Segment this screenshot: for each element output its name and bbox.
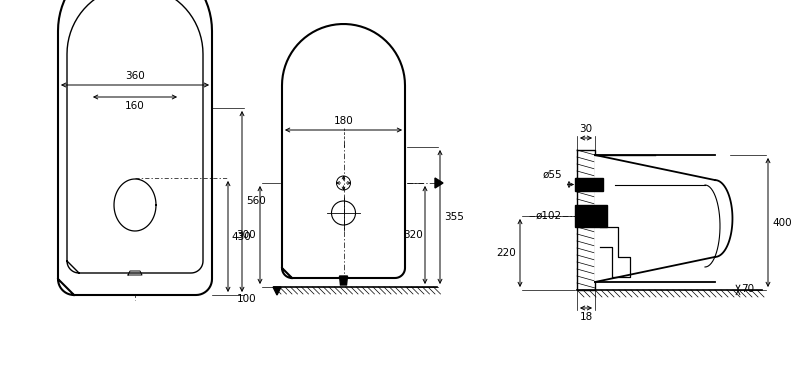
Text: 400: 400 [772,217,792,228]
Polygon shape [577,150,595,290]
Text: 18: 18 [579,312,593,322]
Polygon shape [435,178,443,188]
Text: 220: 220 [496,248,516,258]
Polygon shape [575,205,607,227]
Text: 560: 560 [246,197,266,206]
Text: 300: 300 [236,230,256,240]
Text: 30: 30 [579,124,593,134]
Text: 100: 100 [236,294,256,304]
Polygon shape [339,276,347,285]
Polygon shape [595,155,733,282]
Polygon shape [273,287,281,295]
Text: 430: 430 [231,231,250,242]
Polygon shape [575,178,603,191]
Text: 355: 355 [444,212,464,222]
Text: ø55: ø55 [542,169,562,180]
Polygon shape [58,0,212,295]
Text: 320: 320 [403,230,423,240]
Text: 360: 360 [125,71,145,81]
Text: 70: 70 [741,284,754,293]
Text: 160: 160 [125,101,145,111]
Text: ø102: ø102 [536,211,562,221]
Polygon shape [282,24,405,278]
Text: 180: 180 [334,116,354,126]
